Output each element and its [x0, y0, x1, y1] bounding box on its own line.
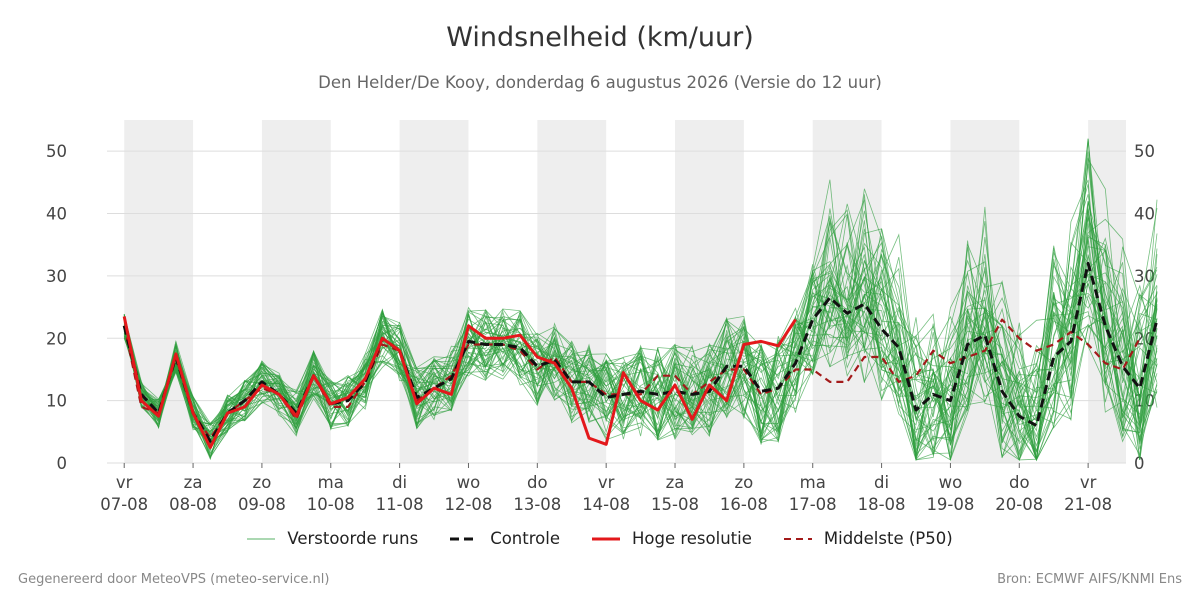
- legend-item-median: Middelste (P50): [783, 529, 953, 548]
- x-tick-date: 12-08: [444, 495, 492, 514]
- y-tick-label-left: 0: [57, 454, 68, 473]
- legend-item-hires: Hoge resolutie: [591, 529, 752, 548]
- chart-title: Windsnelheid (km/uur): [446, 22, 754, 53]
- x-tick-date: 14-08: [582, 495, 630, 514]
- x-tick-day: do: [527, 473, 548, 492]
- legend-swatch-median: [783, 537, 812, 540]
- legend-item-ensemble: Verstoorde runs: [247, 529, 418, 548]
- footer-source: Bron: ECMWF AIFS/KNMI Ens: [997, 572, 1182, 587]
- y-tick-label-left: 30: [46, 267, 67, 286]
- x-tick-day: ma: [800, 473, 826, 492]
- x-tick-date: 13-08: [513, 495, 561, 514]
- x-tick-day: vr: [598, 473, 615, 492]
- ensemble-run-line: [123, 237, 1158, 461]
- legend-label-control: Controle: [490, 529, 560, 548]
- x-tick-date: 20-08: [995, 495, 1043, 514]
- legend-label-median: Middelste (P50): [823, 529, 953, 548]
- legend: Verstoorde runs Controle Hoge resolutie …: [0, 529, 1200, 548]
- x-tick-day: wo: [939, 473, 963, 492]
- x-tick-date: 07-08: [100, 495, 148, 514]
- hires-series-line: [122, 316, 797, 449]
- legend-label-ensemble: Verstoorde runs: [287, 529, 419, 548]
- x-tick-day: za: [666, 473, 685, 492]
- x-tick-day: di: [874, 473, 889, 492]
- legend-swatch-control: [450, 537, 479, 540]
- x-tick-date: 21-08: [1064, 495, 1112, 514]
- ensemble-run-line: [123, 216, 1158, 453]
- legend-swatch-hires: [591, 537, 620, 540]
- y-tick-label-left: 20: [46, 329, 67, 348]
- x-tick-date: 10-08: [307, 495, 355, 514]
- ensemble-run-line: [123, 210, 1158, 451]
- y-tick-label-left: 50: [46, 142, 67, 161]
- legend-label-hires: Hoge resolutie: [631, 529, 752, 548]
- y-tick-label-left: 40: [46, 205, 67, 224]
- ensemble-run-line: [123, 139, 1158, 457]
- ensemble-run-line: [123, 243, 1158, 461]
- x-tick-date: 09-08: [238, 495, 286, 514]
- x-tick-day: za: [184, 473, 203, 492]
- x-tick-date: 15-08: [651, 495, 699, 514]
- ensemble-run-line: [123, 208, 1158, 448]
- x-tick-date: 11-08: [376, 495, 424, 514]
- x-tick-day: vr: [116, 473, 133, 492]
- x-tick-date: 16-08: [720, 495, 768, 514]
- median-series-line: [123, 318, 1141, 440]
- ensemble-run-line: [123, 235, 1158, 459]
- day-band: [537, 120, 607, 463]
- x-tick-day: wo: [457, 473, 481, 492]
- y-tick-label-right: 50: [1134, 142, 1155, 161]
- x-tick-date: 19-08: [926, 495, 974, 514]
- x-tick-day: do: [1009, 473, 1030, 492]
- y-tick-label-right: 40: [1134, 205, 1155, 224]
- x-tick-day: vr: [1080, 473, 1097, 492]
- ensemble-run-line: [123, 201, 1158, 451]
- x-tick-day: di: [392, 473, 407, 492]
- footer-credit: Gegenereerd door MeteoVPS (meteo-service…: [18, 572, 330, 587]
- chart-subtitle: Den Helder/De Kooy, donderdag 6 augustus…: [318, 73, 882, 92]
- legend-swatch-ensemble: [247, 538, 276, 539]
- x-tick-day: zo: [734, 473, 753, 492]
- y-tick-label-left: 10: [46, 392, 67, 411]
- x-tick-day: zo: [253, 473, 272, 492]
- ensemble-run-line: [123, 209, 1158, 445]
- legend-item-control: Controle: [450, 529, 560, 548]
- y-tick-label-right: 0: [1134, 454, 1145, 473]
- x-tick-day: ma: [318, 473, 344, 492]
- x-tick-date: 17-08: [789, 495, 837, 514]
- x-tick-date: 18-08: [858, 495, 906, 514]
- x-tick-date: 08-08: [169, 495, 217, 514]
